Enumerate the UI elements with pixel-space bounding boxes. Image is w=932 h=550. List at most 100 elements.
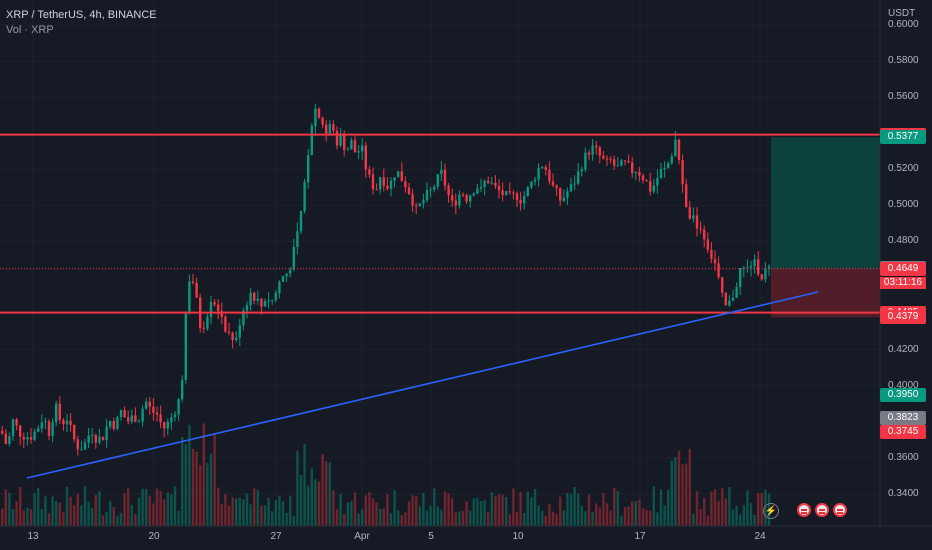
candle-body (29, 437, 33, 440)
candle-body (713, 258, 717, 264)
volume-bar (731, 509, 735, 526)
candle-body (497, 185, 501, 191)
candle-body (634, 171, 637, 173)
price-tag: 0.3823 (880, 410, 926, 425)
volume-bars (1, 423, 771, 526)
candle-body (80, 449, 83, 451)
volume-bar (674, 457, 677, 526)
us-flag-icon[interactable] (833, 503, 847, 517)
volume-bar (217, 487, 220, 526)
candle-body (544, 167, 547, 170)
price-tick-label: 0.5600 (888, 91, 919, 103)
volume-bar (127, 488, 130, 526)
price-tick-label: 0.5200 (888, 163, 919, 175)
candle-body (69, 420, 72, 425)
volume-bar (713, 489, 717, 526)
candle-body (249, 292, 252, 306)
volume-bar (44, 496, 47, 526)
candle-body (433, 186, 436, 190)
volume-bar (724, 498, 727, 526)
volume-bar (299, 475, 303, 526)
volume-bar (393, 489, 396, 526)
date-tick-label: 5 (428, 531, 434, 542)
volume-bar (407, 501, 411, 526)
volume-bar (148, 495, 151, 526)
volume-bar (195, 451, 198, 526)
candle-body (335, 130, 339, 146)
volume-bar (159, 491, 162, 526)
date-tick-label: 24 (754, 531, 766, 542)
candle-body (379, 177, 382, 190)
volume-bar (573, 486, 576, 526)
date-tick-label: 17 (634, 531, 646, 542)
candle-body (472, 193, 475, 196)
volume-bar (274, 500, 277, 526)
volume-bar (505, 496, 508, 526)
date-tick-label: 13 (27, 531, 39, 542)
volume-bar (425, 510, 429, 526)
volume-bar (526, 491, 529, 526)
volume-bar (605, 503, 609, 526)
candle-body (649, 181, 652, 192)
us-flag-icon[interactable] (815, 503, 829, 517)
volume-bar (170, 494, 173, 526)
price-tick-label: 0.3600 (888, 451, 919, 463)
candle-body (685, 184, 688, 208)
candle-body (490, 182, 493, 184)
volume-bar (469, 510, 472, 526)
chart-legend[interactable]: XRP / TetherUS, 4h, BINANCE Vol · XRP (6, 8, 157, 38)
volume-bar (249, 504, 252, 526)
volume-bar (353, 492, 357, 526)
volume-bar (350, 501, 353, 526)
volume-bar (58, 502, 61, 526)
candle-body (353, 140, 357, 153)
volume-bar (746, 490, 749, 526)
candle-body (418, 203, 421, 206)
volume-bar (692, 513, 695, 526)
candle-body (436, 174, 439, 187)
symbol-title[interactable]: XRP / TetherUS, 4h, BINANCE (6, 9, 157, 21)
candle-body (130, 415, 133, 422)
candle-body (627, 161, 630, 163)
us-flag-icon[interactable] (797, 503, 811, 517)
volume-bar (152, 503, 155, 526)
candle-body (260, 298, 263, 307)
drawings[interactable] (0, 133, 880, 479)
candle-body (537, 167, 540, 180)
volume-bar (188, 424, 191, 526)
candle-body (699, 228, 702, 230)
volume-bar (55, 501, 58, 526)
bar-countdown: 03:11:16 (880, 277, 926, 289)
candle-body (238, 325, 241, 338)
candle-body (742, 267, 745, 269)
volume-bar (490, 492, 493, 526)
volume-bar (695, 491, 699, 526)
candle-body (739, 268, 742, 288)
volume-bar (271, 511, 274, 526)
volume-indicator-label[interactable]: Vol · XRP (6, 24, 54, 36)
candle-body (476, 188, 479, 194)
volume-bar (465, 501, 468, 526)
volume-bar (735, 505, 738, 526)
volume-bar (303, 443, 306, 526)
lightning-icon[interactable]: ⚡ (763, 503, 779, 519)
candle-body (195, 282, 198, 298)
candle-body (256, 298, 259, 301)
volume-bar (681, 464, 684, 526)
volume-bar (418, 506, 421, 526)
candle-body (170, 417, 173, 422)
candle-body (555, 185, 558, 189)
candle-body (429, 189, 432, 191)
volume-bar (314, 479, 317, 526)
candle-body (8, 436, 11, 444)
volume-bar (83, 486, 87, 526)
candle-body (559, 188, 562, 201)
candle-body (350, 140, 353, 150)
volume-bar (346, 502, 349, 526)
candle-body (202, 327, 205, 329)
volume-bar (422, 492, 425, 526)
candle-body (393, 177, 396, 181)
candle-body (127, 417, 130, 422)
candle-body (400, 171, 403, 182)
